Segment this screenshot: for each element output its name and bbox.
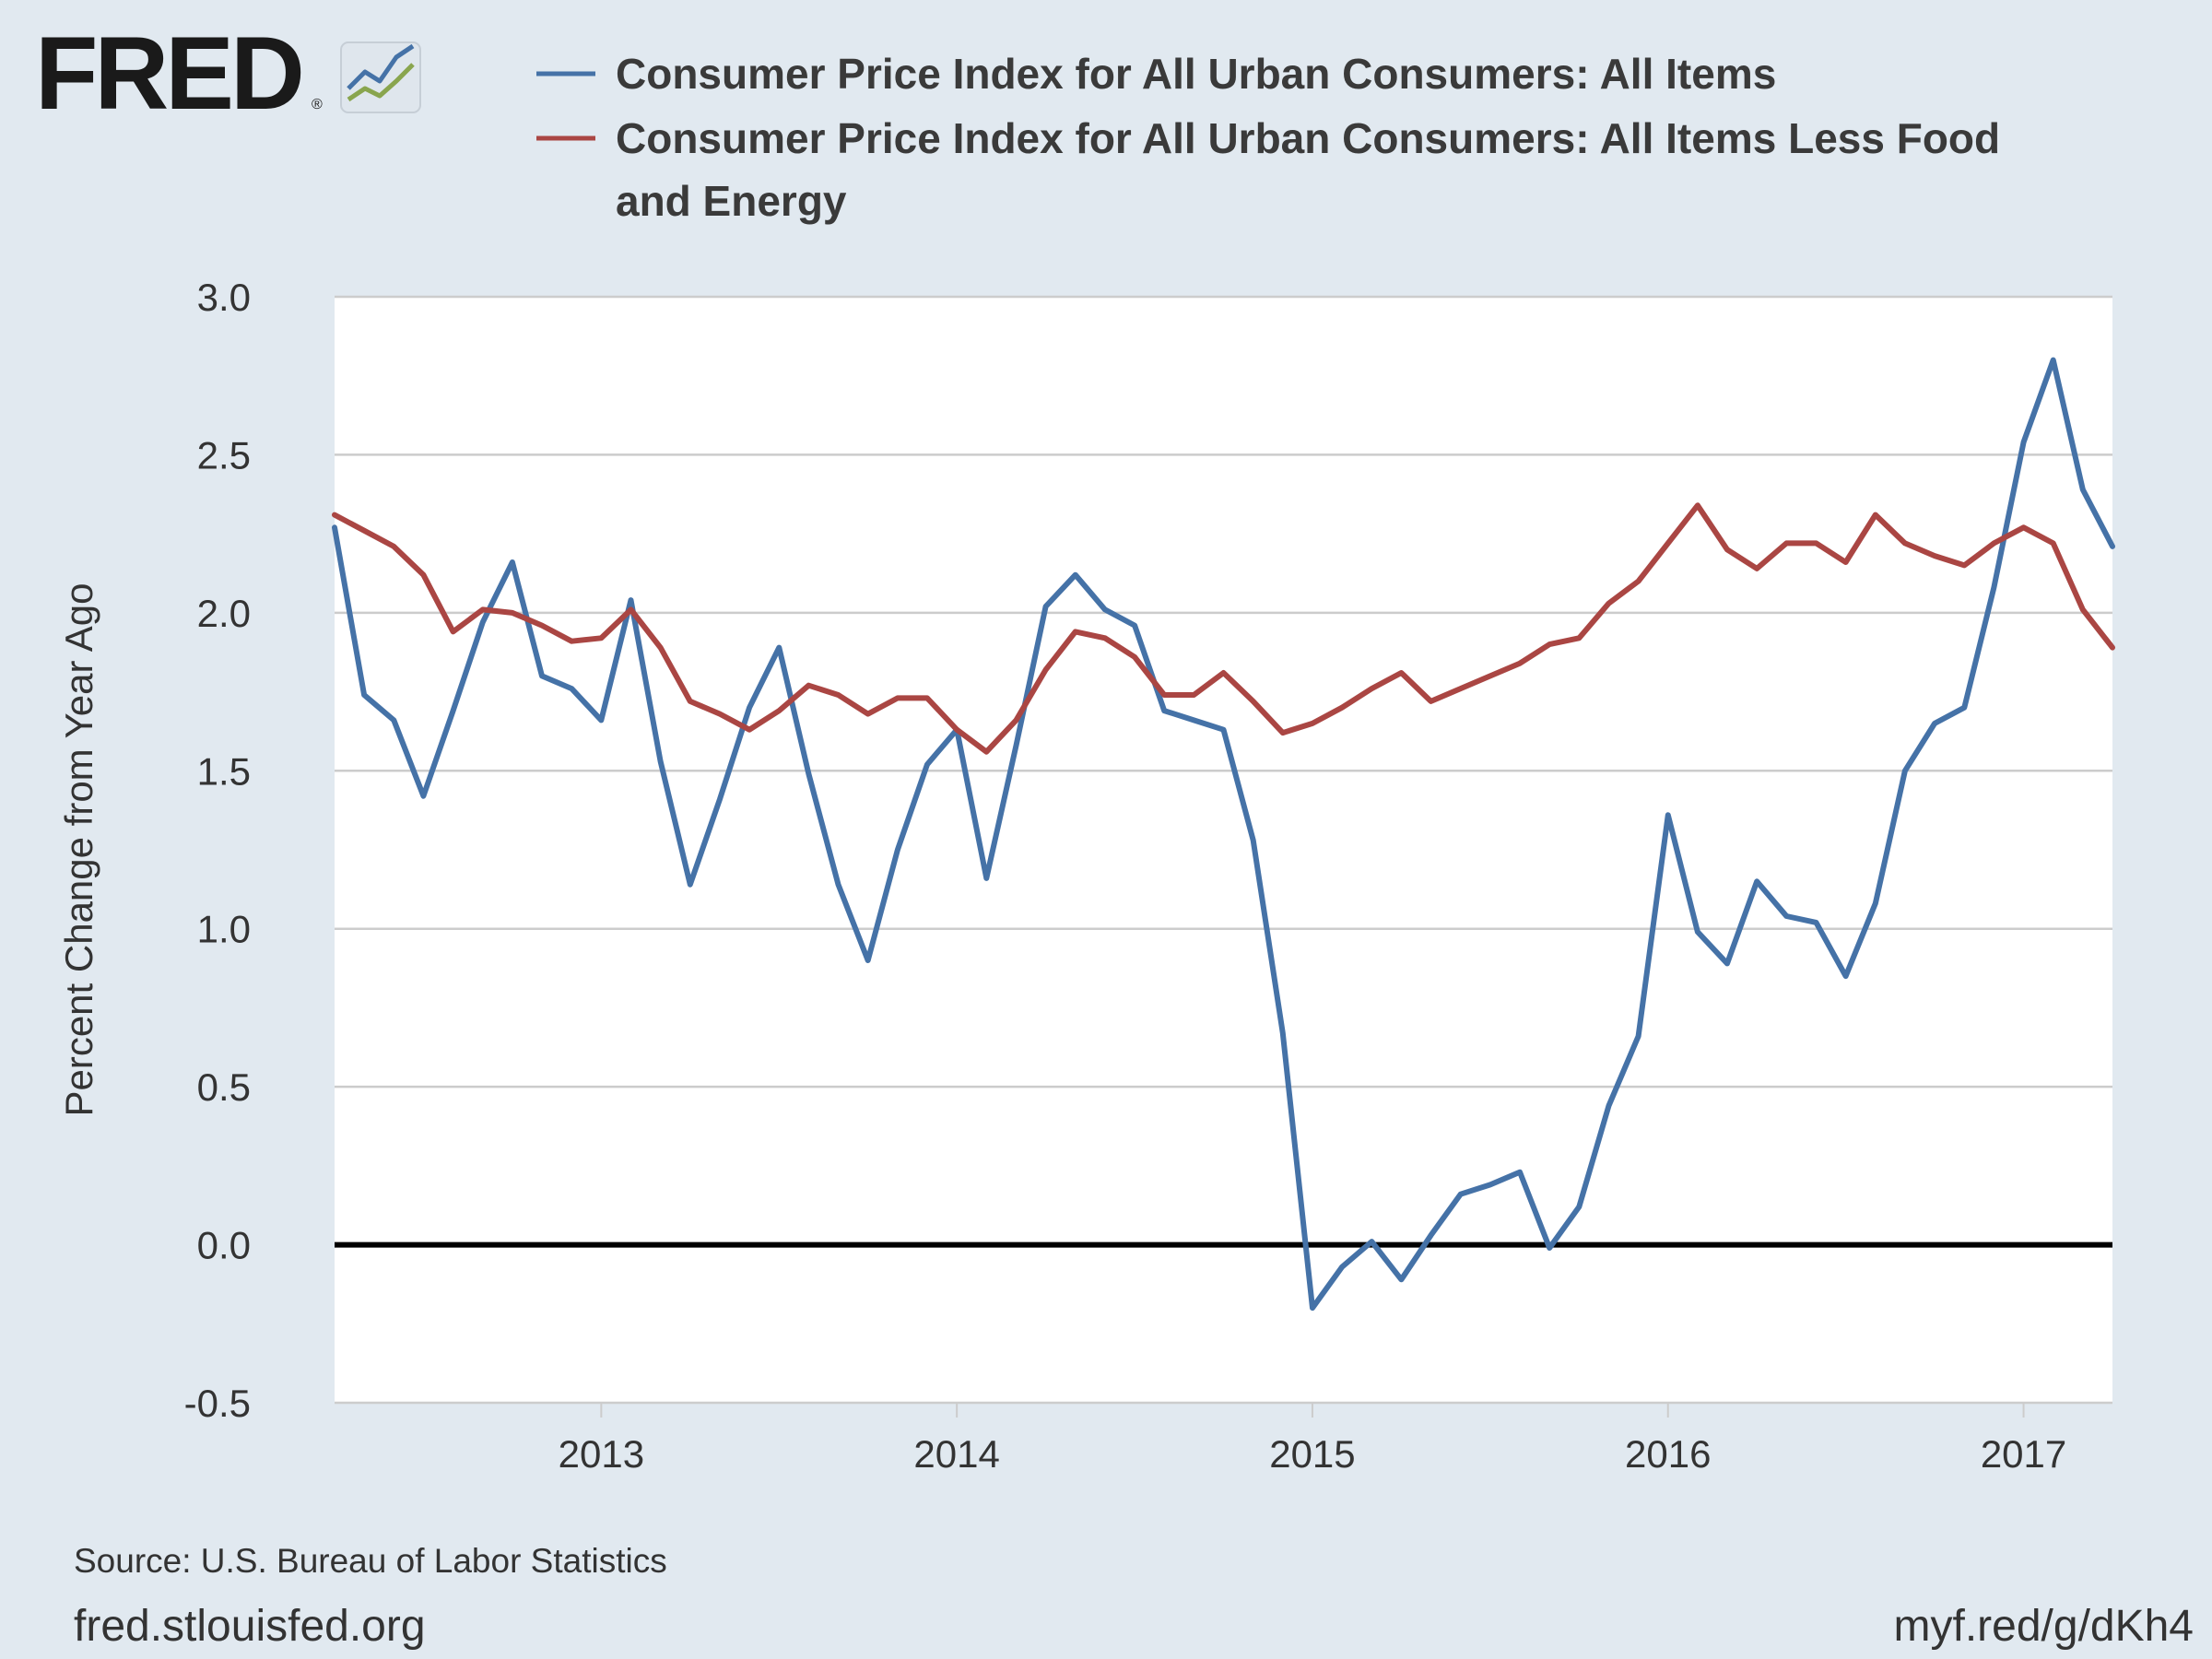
x-tick-label: 2015 — [1269, 1432, 1355, 1476]
y-axis-label: Percent Change from Year Ago — [57, 582, 100, 1116]
source-note: Source: U.S. Bureau of Labor Statistics — [74, 1542, 667, 1580]
legend-label-cpi-core: Consumer Price Index for All Urban Consu… — [616, 114, 2000, 225]
series-lines — [332, 357, 2115, 1312]
series-line-cpi-all-items[interactable] — [332, 357, 2115, 1312]
x-tick-label: 2017 — [1981, 1432, 2066, 1476]
y-tick-label: 1.5 — [197, 749, 251, 793]
fred-logo[interactable]: FRED ® — [35, 16, 421, 131]
legend: Consumer Price Index for All Urban Consu… — [536, 50, 2000, 225]
series-line-cpi-core[interactable] — [332, 502, 2115, 755]
x-tick-label: 2013 — [559, 1432, 644, 1476]
short-link[interactable]: myf.red/g/dKh4 — [1894, 1602, 2194, 1651]
legend-item-cpi-all-items[interactable]: Consumer Price Index for All Urban Consu… — [536, 50, 1776, 98]
y-tick-label: 2.0 — [197, 592, 251, 635]
y-tick-label: -0.5 — [184, 1382, 251, 1425]
y-tick-label: 2.5 — [197, 433, 251, 477]
registered-mark: ® — [312, 97, 323, 112]
y-tick-label: 3.0 — [197, 276, 251, 319]
site-link[interactable]: fred.stlouisfed.org — [74, 1602, 426, 1651]
y-tick-label: 1.0 — [197, 908, 251, 951]
x-tick-labels: 2013 2014 2015 2016 2017 — [559, 1403, 2066, 1476]
plot-area — [335, 297, 2112, 1403]
y-tick-label: 0.5 — [197, 1065, 251, 1109]
chart-line-icon — [340, 41, 421, 113]
legend-label-cpi-all-items: Consumer Price Index for All Urban Consu… — [616, 50, 1776, 98]
x-tick-label: 2014 — [913, 1432, 999, 1476]
fred-logo-text: FRED — [35, 16, 301, 131]
x-tick-label: 2016 — [1625, 1432, 1711, 1476]
legend-item-cpi-core[interactable]: Consumer Price Index for All Urban Consu… — [536, 114, 2000, 225]
y-tick-label: 0.0 — [197, 1224, 251, 1267]
y-tick-labels: -0.5 0.0 0.5 1.0 1.5 2.0 2.5 3.0 — [184, 276, 251, 1425]
